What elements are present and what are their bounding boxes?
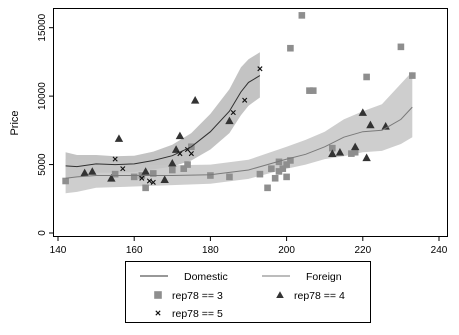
- point-rep78-4: [328, 149, 337, 157]
- y-tick-label: 5000: [37, 153, 48, 176]
- point-rep78-5: [242, 97, 248, 103]
- x-tick-label: 220: [354, 245, 371, 256]
- legend-label: rep78 == 4: [294, 290, 345, 302]
- legend-label: rep78 == 5: [172, 308, 223, 320]
- point-rep78-5: [188, 151, 194, 157]
- point-rep78-3: [275, 168, 283, 175]
- legend-key-marker: [155, 310, 161, 316]
- legend-box: [125, 261, 371, 323]
- point-rep78-3: [309, 87, 317, 94]
- point-rep78-3: [62, 177, 69, 185]
- point-rep78-3: [283, 173, 290, 181]
- point-rep78-4: [190, 96, 200, 104]
- point-rep78-3: [142, 184, 149, 192]
- y-tick-label: 10000: [37, 82, 48, 110]
- point-rep78-4: [358, 108, 367, 116]
- axes: 140 160 180 200 220 240 0 5000 10000 15000: [37, 13, 448, 256]
- point-rep78-5: [177, 151, 183, 157]
- point-rep78-3: [397, 43, 405, 51]
- point-rep78-4: [107, 174, 116, 182]
- point-rep78-5: [146, 178, 153, 184]
- legend: Domestic Foreign rep78 == 3 rep78 == 4 rep78…: [125, 261, 371, 323]
- point-rep78-3: [268, 165, 275, 172]
- point-rep78-4: [350, 142, 360, 151]
- point-rep78-3: [275, 158, 283, 166]
- y-tick-label: 15000: [37, 13, 48, 41]
- point-rep78-5: [112, 156, 118, 162]
- point-rep78-3: [348, 150, 355, 157]
- point-rep78-5: [139, 175, 145, 181]
- legend-key-marker: [276, 291, 284, 299]
- x-tick-label: 160: [126, 245, 143, 256]
- line-domestic: [65, 75, 261, 168]
- point-rep78-4: [362, 153, 371, 162]
- point-rep78-4: [366, 120, 375, 129]
- point-rep78-3: [271, 174, 279, 182]
- point-rep78-3: [329, 144, 336, 152]
- smooth-lines: [65, 75, 413, 179]
- point-rep78-3: [283, 161, 290, 168]
- point-rep78-3: [111, 170, 119, 178]
- plot-frame: [53, 8, 448, 237]
- y-tick-label: 0: [37, 230, 48, 236]
- point-rep78-5: [230, 109, 236, 116]
- point-rep78-5: [120, 166, 126, 172]
- legend-label: rep78 == 3: [172, 290, 223, 302]
- point-rep78-3: [279, 165, 287, 172]
- point-rep78-3: [256, 170, 264, 178]
- point-rep78-3: [207, 172, 214, 179]
- point-rep78-3: [130, 173, 138, 181]
- point-rep78-3: [180, 165, 188, 172]
- point-rep78-4: [225, 116, 234, 125]
- point-rep78-5: [150, 179, 156, 185]
- point-rep78-4: [175, 131, 185, 140]
- point-rep78-4: [160, 175, 169, 183]
- point-rep78-3: [298, 12, 306, 19]
- point-rep78-3: [363, 73, 370, 81]
- point-rep78-4: [381, 122, 390, 130]
- point-rep78-4: [80, 168, 89, 177]
- point-rep78-3: [287, 157, 294, 164]
- x-tick-label: 240: [431, 245, 448, 256]
- point-rep78-4: [88, 167, 97, 175]
- x-tick-label: 140: [50, 245, 67, 256]
- point-rep78-5: [257, 66, 263, 72]
- point-rep78-3: [184, 161, 191, 168]
- legend-label: Foreign: [306, 271, 342, 283]
- point-rep78-3: [287, 44, 294, 52]
- data-points: [62, 12, 416, 192]
- point-rep78-4: [171, 145, 181, 153]
- point-rep78-3: [409, 72, 416, 79]
- point-rep78-4: [335, 148, 345, 156]
- point-rep78-3: [351, 148, 359, 156]
- x-tick-label: 200: [278, 245, 295, 256]
- y-axis-title: Price: [9, 110, 21, 135]
- point-rep78-3: [149, 170, 157, 177]
- line-foreign: [65, 106, 413, 179]
- point-rep78-3: [226, 173, 233, 181]
- legend-label: Domestic: [184, 271, 228, 283]
- confidence-bands: [65, 52, 413, 194]
- band-domestic: [65, 52, 260, 180]
- x-tick-label: 180: [202, 245, 219, 256]
- point-rep78-4: [114, 134, 124, 142]
- point-rep78-3: [306, 87, 313, 94]
- legend-key-marker: [154, 291, 162, 299]
- point-rep78-4: [141, 167, 150, 175]
- point-rep78-3: [169, 166, 176, 174]
- point-rep78-3: [264, 184, 271, 192]
- band-foreign: [65, 71, 413, 194]
- point-rep78-4: [168, 158, 177, 167]
